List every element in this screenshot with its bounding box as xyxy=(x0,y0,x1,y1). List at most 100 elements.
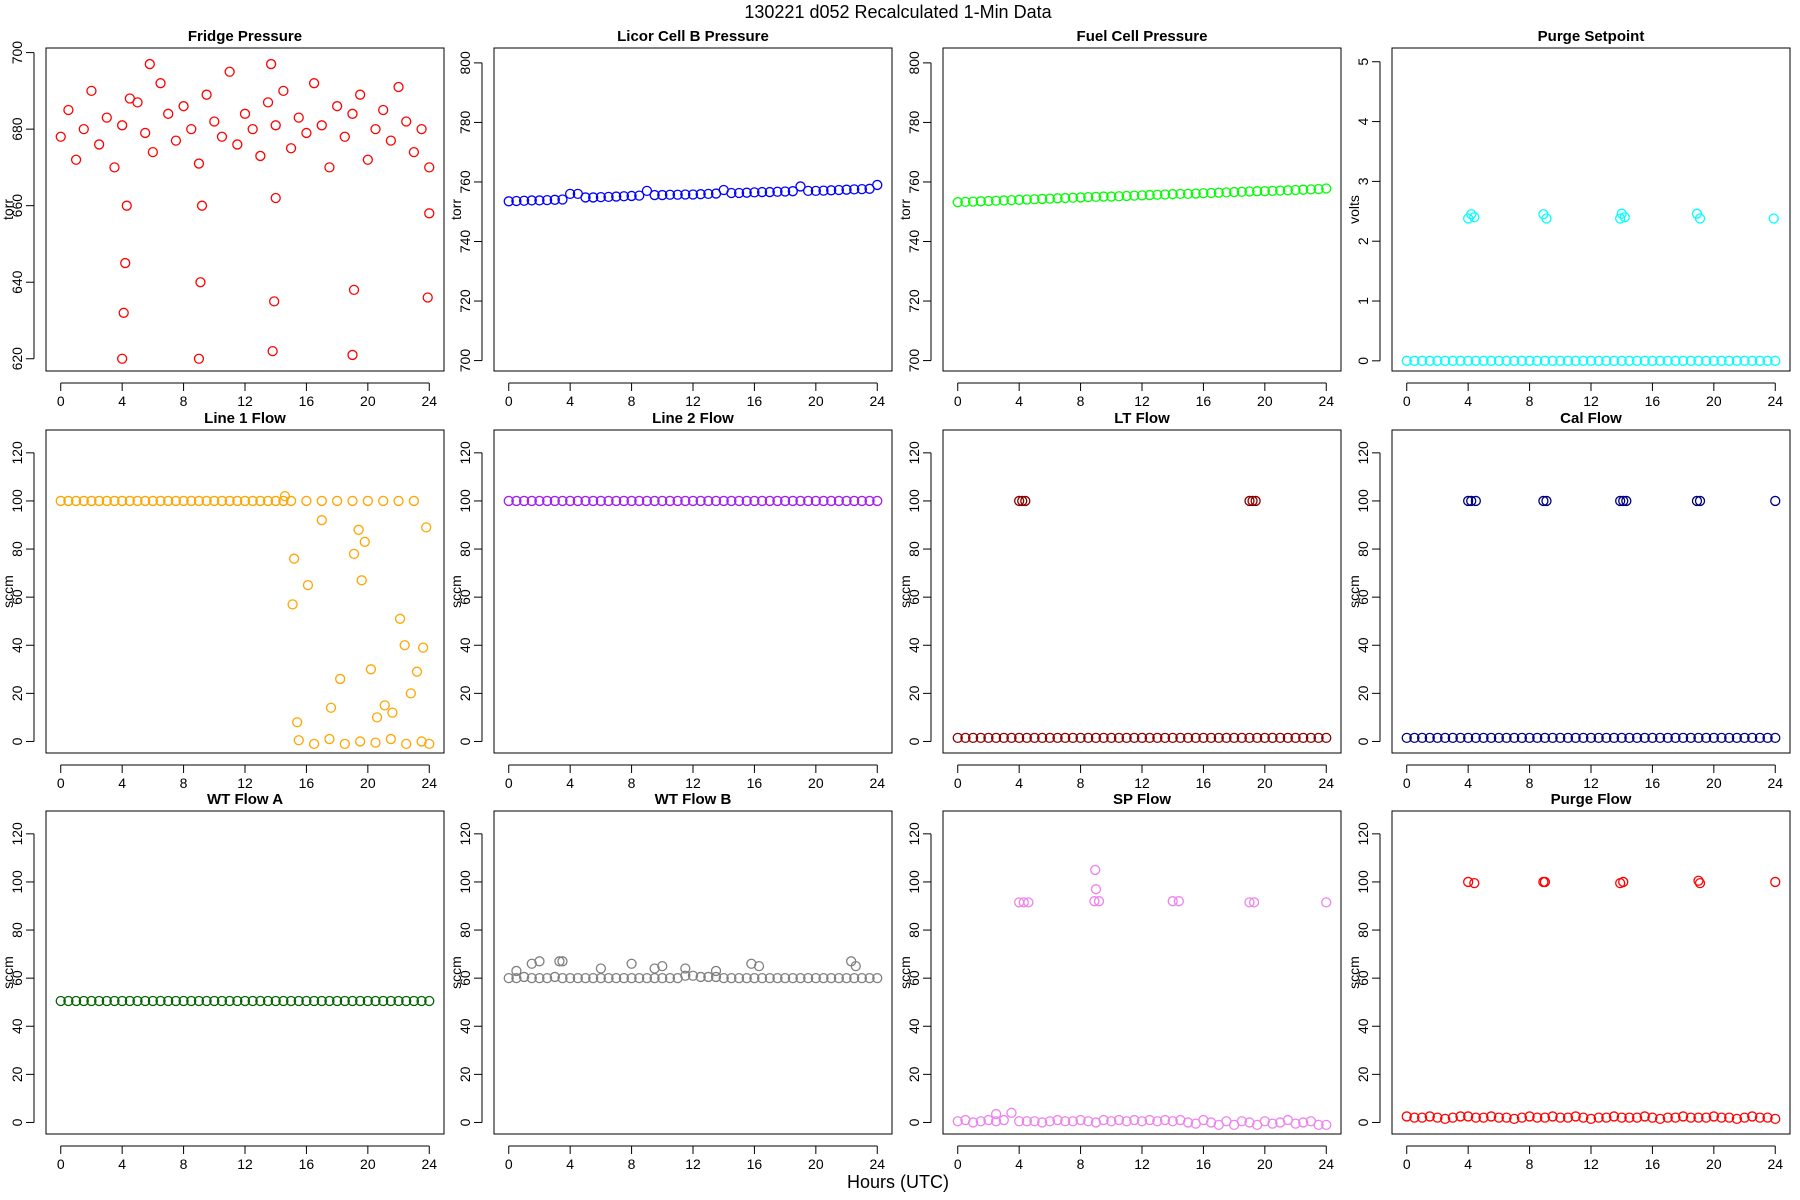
x-tick-label: 0 xyxy=(1403,775,1411,791)
data-point xyxy=(293,735,304,746)
data-point xyxy=(421,522,432,533)
data-point xyxy=(385,135,397,146)
data-point xyxy=(603,191,614,202)
data-point xyxy=(193,353,205,364)
data-point xyxy=(1486,1111,1497,1122)
data-point xyxy=(255,495,266,507)
data-point xyxy=(1455,732,1466,743)
y-axis-title: sccm xyxy=(0,956,16,989)
panel: Cal Flow sccm 0 4 8 12 16 20 24 0 20 40 60 80 100 120 xyxy=(1346,410,1791,791)
data-point xyxy=(278,995,289,1007)
plot-area xyxy=(1401,208,1781,366)
data-point xyxy=(209,116,220,127)
data-point xyxy=(385,733,397,745)
data-point xyxy=(518,495,530,507)
data-point xyxy=(1198,188,1209,199)
data-point xyxy=(749,495,760,507)
data-point xyxy=(1501,1112,1512,1123)
data-point xyxy=(1532,732,1543,743)
data-point xyxy=(1006,732,1017,743)
data-point xyxy=(1052,193,1063,204)
data-point xyxy=(718,495,729,507)
data-point xyxy=(163,108,174,119)
data-point xyxy=(649,963,660,974)
data-point xyxy=(1463,876,1474,888)
data-point xyxy=(55,131,66,142)
data-point xyxy=(1539,1112,1551,1123)
data-point xyxy=(1275,185,1286,196)
data-point xyxy=(541,194,553,206)
data-point xyxy=(1716,1112,1727,1123)
x-tick-label: 24 xyxy=(1767,393,1783,409)
data-point xyxy=(710,965,722,977)
data-point xyxy=(703,188,714,200)
data-point xyxy=(726,495,737,507)
x-tick-label: 0 xyxy=(505,1156,513,1172)
data-point xyxy=(1014,194,1025,205)
data-point xyxy=(316,995,327,1007)
data-point xyxy=(1252,186,1263,197)
x-tick-label: 20 xyxy=(360,393,376,409)
x-tick-label: 12 xyxy=(237,1156,253,1172)
data-point xyxy=(856,495,868,507)
data-point xyxy=(209,995,220,1007)
data-point xyxy=(144,58,155,70)
data-point xyxy=(1175,188,1186,200)
data-point xyxy=(588,192,599,203)
data-point xyxy=(695,189,706,200)
x-tick-label: 24 xyxy=(869,1156,885,1172)
data-point xyxy=(1313,183,1324,195)
data-point xyxy=(503,973,514,984)
data-point xyxy=(1182,188,1194,200)
data-point xyxy=(232,495,243,507)
data-point xyxy=(1524,1111,1535,1122)
data-point xyxy=(1173,896,1185,907)
data-point xyxy=(1739,355,1750,366)
data-point xyxy=(1236,732,1247,743)
data-point xyxy=(417,642,429,653)
x-tick-label: 12 xyxy=(1134,393,1150,409)
data-point xyxy=(511,973,522,984)
data-point xyxy=(1090,864,1101,876)
data-point xyxy=(1685,732,1696,743)
data-point xyxy=(1416,355,1428,366)
data-point xyxy=(1547,732,1558,743)
x-tick-label: 4 xyxy=(1015,1156,1023,1172)
x-tick-label: 8 xyxy=(628,393,636,409)
data-point xyxy=(224,995,235,1007)
data-point xyxy=(1770,732,1781,743)
data-point xyxy=(779,186,791,197)
data-point xyxy=(810,495,821,507)
data-point xyxy=(772,186,783,197)
data-point xyxy=(680,970,691,981)
x-tick-label: 24 xyxy=(1318,1156,1334,1172)
y-tick-label: 120 xyxy=(1355,441,1371,465)
data-point xyxy=(672,973,683,984)
data-point xyxy=(1290,732,1301,743)
x-tick-label: 4 xyxy=(1464,775,1472,791)
x-tick-label: 0 xyxy=(505,393,513,409)
data-point xyxy=(1478,355,1489,366)
data-point xyxy=(347,349,358,361)
plot-area xyxy=(55,995,435,1007)
data-point xyxy=(534,495,545,507)
data-point xyxy=(331,495,343,507)
data-point xyxy=(178,995,189,1007)
data-point xyxy=(63,495,74,507)
data-point xyxy=(308,995,320,1007)
data-point xyxy=(70,995,82,1007)
data-point xyxy=(270,995,281,1007)
data-point xyxy=(193,158,205,169)
plot-area xyxy=(503,495,883,507)
data-point xyxy=(833,973,845,984)
data-point xyxy=(424,162,435,173)
data-point xyxy=(1539,355,1551,366)
data-point xyxy=(285,995,297,1007)
data-point xyxy=(1639,1111,1650,1122)
data-point xyxy=(641,185,653,197)
data-point xyxy=(565,495,576,507)
data-point xyxy=(841,184,852,195)
data-point xyxy=(1470,495,1481,507)
data-point xyxy=(1654,1113,1666,1124)
